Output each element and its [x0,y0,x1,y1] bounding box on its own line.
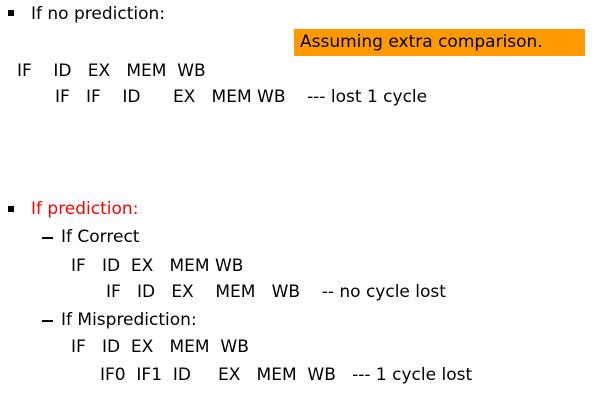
dash-icon [42,237,53,239]
label-if-correct: If Correct [61,227,140,247]
bullet-icon [8,206,14,212]
heading-prediction: If prediction: [31,199,139,219]
pipeline-row-baseline: IF ID EX MEM WB [17,61,206,81]
pipeline-row-correct-1: IF ID EX MEM WB [71,256,244,276]
bullet-icon [8,10,14,16]
pipeline-row-mispredict-2: IF0 IF1 ID EX MEM WB --- 1 cycle lost [100,365,473,385]
pipeline-row-correct-2: IF ID EX MEM WB -- no cycle lost [106,282,446,302]
label-if-misprediction: If Misprediction: [61,310,197,330]
note-extra-comparison: Assuming extra comparison. [294,29,585,56]
heading-no-prediction: If no prediction: [31,4,165,24]
dash-icon [42,320,53,322]
pipeline-row-no-prediction: IF IF ID EX MEM WB --- lost 1 cycle [55,87,428,107]
pipeline-row-mispredict-1: IF ID EX MEM WB [71,337,249,357]
